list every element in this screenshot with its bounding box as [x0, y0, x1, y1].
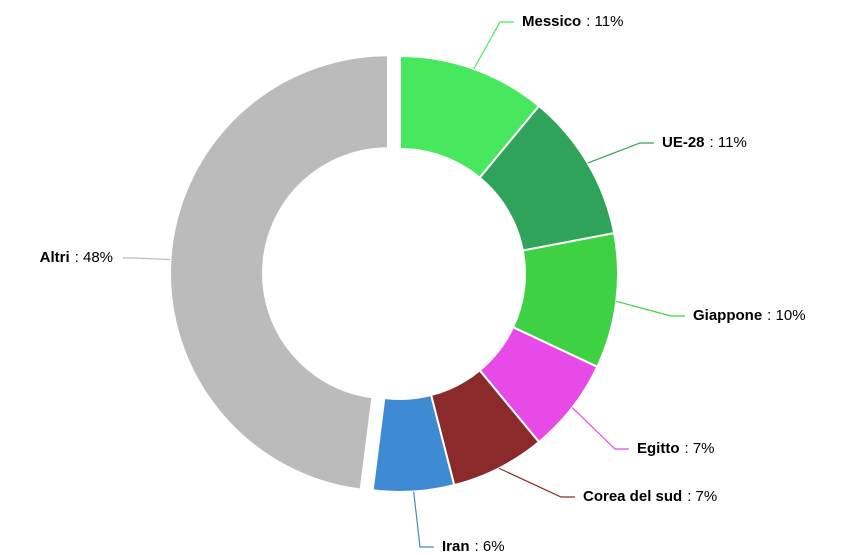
slice-label: Messico : 11%	[522, 13, 623, 30]
value-label: : 7%	[687, 488, 717, 505]
value-label: : 11%	[710, 134, 747, 151]
value-label: : 7%	[685, 440, 715, 457]
slice	[371, 393, 456, 493]
category-name: Iran	[442, 538, 470, 555]
category-name: Altri	[40, 249, 70, 266]
leader-line	[123, 257, 171, 261]
slice-label: Altri : 48%	[40, 249, 113, 266]
value-label: : 6%	[475, 538, 505, 555]
category-name: Egitto	[637, 440, 680, 457]
leader-line	[571, 407, 629, 450]
category-name: Messico	[522, 13, 581, 30]
category-name: Giappone	[693, 307, 762, 324]
slice-label: UE-28 : 11%	[662, 134, 747, 151]
value-label: : 11%	[586, 13, 623, 30]
leader-line	[587, 142, 654, 164]
slice-label: Giappone : 10%	[693, 307, 806, 324]
slice-label: Egitto : 7%	[637, 440, 715, 457]
leader-line	[413, 491, 434, 548]
leader-line	[616, 300, 685, 317]
value-label: : 10%	[767, 307, 805, 324]
slice	[169, 54, 390, 491]
value-label: : 48%	[75, 249, 113, 266]
category-name: Corea del sud	[583, 488, 682, 505]
leader-line	[498, 467, 575, 498]
slice-label: Corea del sud : 7%	[583, 488, 717, 505]
leader-line	[473, 21, 514, 70]
slice-label: Iran : 6%	[442, 538, 505, 555]
category-name: UE-28	[662, 134, 705, 151]
